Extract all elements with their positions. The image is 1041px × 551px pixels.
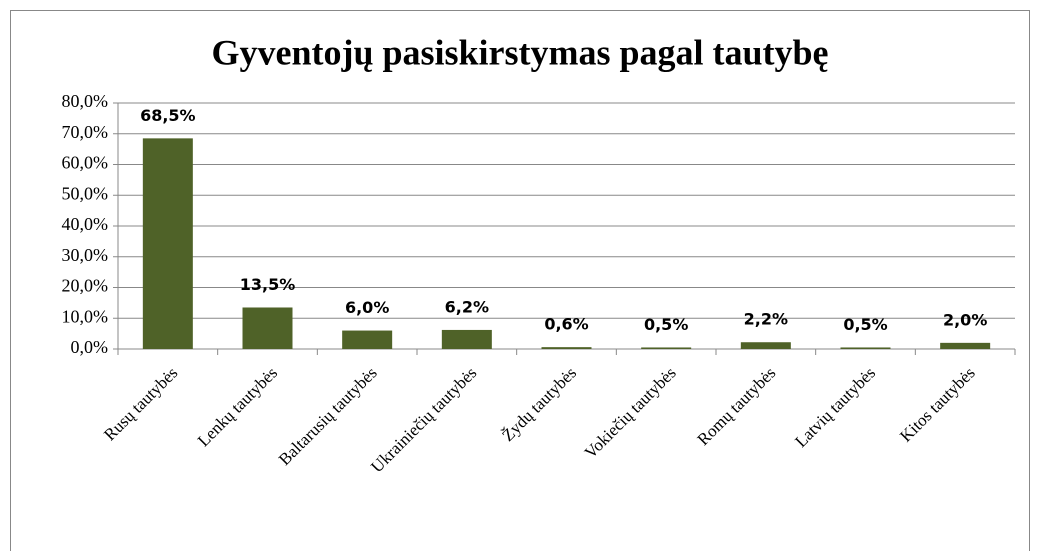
data-label: 6,2% bbox=[445, 297, 489, 316]
bar bbox=[342, 330, 393, 349]
bar bbox=[641, 347, 692, 349]
data-label: 0,5% bbox=[644, 315, 688, 334]
bar bbox=[142, 138, 193, 349]
bar bbox=[242, 307, 293, 349]
y-tick-label: 40,0% bbox=[62, 214, 109, 234]
data-label: 0,6% bbox=[544, 315, 588, 334]
y-tick-label: 20,0% bbox=[62, 276, 109, 296]
y-tick-label: 70,0% bbox=[62, 122, 109, 142]
y-tick-label: 0,0% bbox=[71, 337, 109, 357]
data-label: 2,0% bbox=[943, 310, 987, 329]
y-tick-label: 30,0% bbox=[62, 245, 109, 265]
y-tick-label: 50,0% bbox=[62, 183, 109, 203]
y-tick-label: 60,0% bbox=[62, 153, 109, 173]
y-tick-label: 10,0% bbox=[62, 306, 109, 326]
bar bbox=[940, 342, 991, 349]
y-tick-label: 80,0% bbox=[62, 91, 109, 111]
data-label: 13,5% bbox=[240, 275, 296, 294]
chart-title: Gyventojų pasiskirstymas pagal tautybę bbox=[211, 32, 828, 72]
data-label: 6,0% bbox=[345, 298, 389, 317]
bar bbox=[541, 347, 592, 349]
data-label: 68,5% bbox=[140, 106, 196, 125]
data-label: 0,5% bbox=[843, 315, 887, 334]
bar bbox=[840, 347, 891, 349]
bar bbox=[441, 329, 492, 349]
data-label: 2,2% bbox=[744, 310, 788, 329]
bar bbox=[740, 342, 791, 349]
